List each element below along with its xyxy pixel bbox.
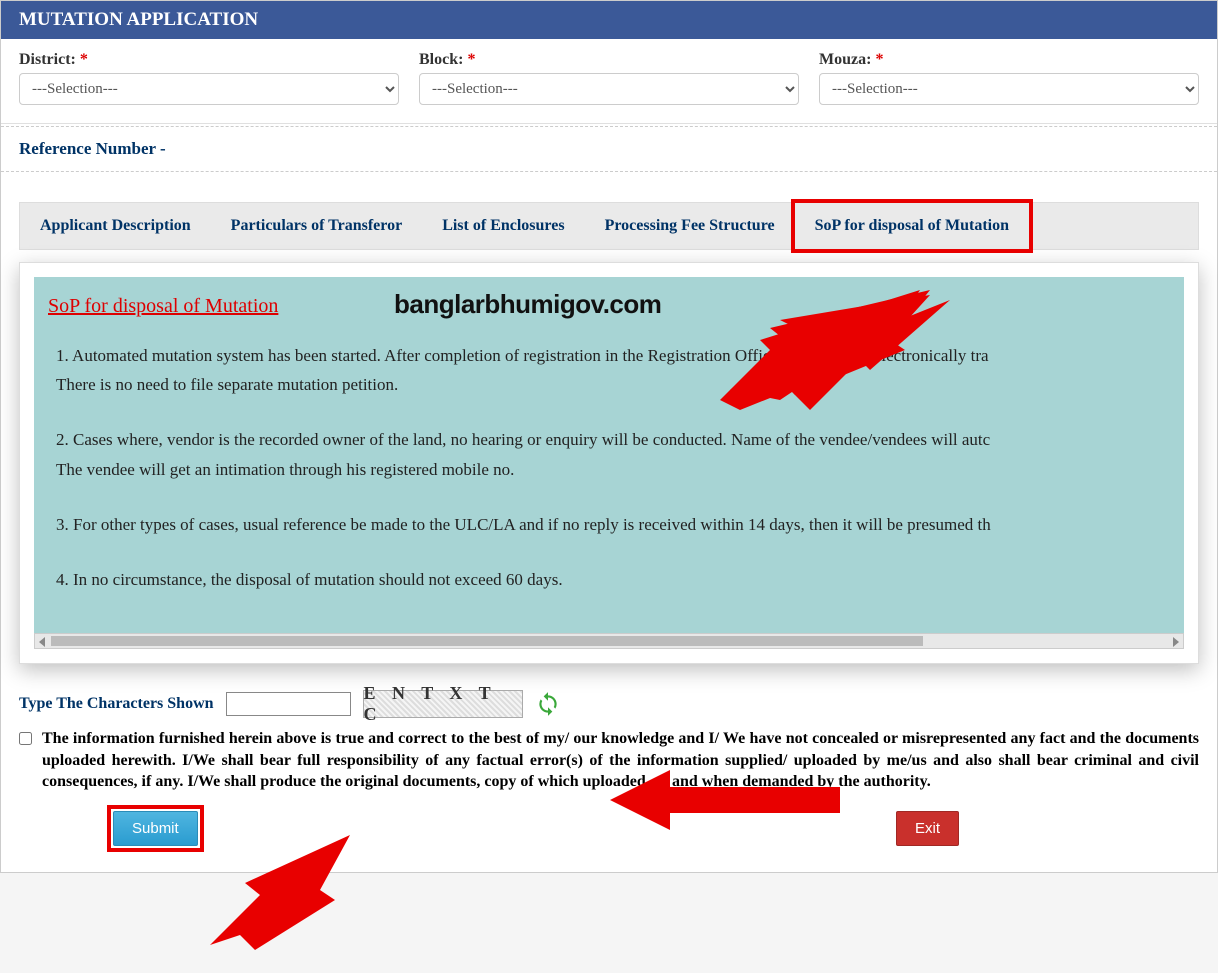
declaration-row: The information furnished herein above i… — [1, 724, 1217, 797]
district-select[interactable]: ---Selection--- — [19, 73, 399, 105]
tab-sop-mutation[interactable]: SoP for disposal of Mutation — [791, 199, 1033, 253]
captcha-row: Type The Characters Shown E N T X T C — [1, 684, 1217, 724]
mouza-label: Mouza: * — [819, 51, 1199, 69]
submit-button[interactable]: Submit — [113, 811, 198, 846]
tab-particulars-transferor[interactable]: Particulars of Transferor — [211, 203, 423, 249]
sop-card: banglarbhumigov.com SoP for disposal of … — [19, 262, 1199, 664]
district-label: District: * — [19, 51, 399, 69]
location-filters: District: * ---Selection--- Block: * ---… — [1, 39, 1217, 124]
sop-content: 1. Automated mutation system has been st… — [48, 342, 1170, 603]
tab-applicant-description[interactable]: Applicant Description — [20, 203, 211, 249]
horizontal-scrollbar[interactable] — [34, 633, 1184, 649]
tab-list-enclosures[interactable]: List of Enclosures — [422, 203, 584, 249]
watermark-text: banglarbhumigov.com — [394, 289, 661, 320]
block-select[interactable]: ---Selection--- — [419, 73, 799, 105]
captcha-image: E N T X T C — [363, 690, 523, 718]
page-title: MUTATION APPLICATION — [1, 1, 1217, 39]
sop-line: The vendee will get an intimation throug… — [56, 456, 1170, 483]
sop-line: There is no need to file separate mutati… — [56, 371, 1170, 398]
refresh-icon[interactable] — [535, 691, 561, 717]
mouza-select[interactable]: ---Selection--- — [819, 73, 1199, 105]
button-row: Submit Exit — [1, 797, 1217, 872]
sop-line: 1. Automated mutation system has been st… — [56, 342, 1170, 369]
captcha-label: Type The Characters Shown — [19, 695, 214, 713]
mutation-application-form: MUTATION APPLICATION District: * ---Sele… — [0, 0, 1218, 873]
scrollbar-thumb[interactable] — [51, 636, 923, 646]
sop-line: 2. Cases where, vendor is the recorded o… — [56, 426, 1170, 453]
sop-line: 3. For other types of cases, usual refer… — [56, 511, 1170, 538]
declaration-text: The information furnished herein above i… — [42, 728, 1199, 793]
block-label: Block: * — [419, 51, 799, 69]
tab-processing-fee[interactable]: Processing Fee Structure — [585, 203, 795, 249]
sop-panel: banglarbhumigov.com SoP for disposal of … — [34, 277, 1184, 633]
sop-title-link[interactable]: SoP for disposal of Mutation — [48, 295, 278, 318]
sop-line: 4. In no circumstance, the disposal of m… — [56, 566, 1170, 593]
declaration-checkbox[interactable] — [19, 732, 32, 745]
submit-highlight: Submit — [107, 805, 204, 852]
exit-button[interactable]: Exit — [896, 811, 959, 846]
tabs-bar: Applicant Description Particulars of Tra… — [19, 202, 1199, 250]
reference-number: Reference Number - — [1, 126, 1217, 172]
captcha-input[interactable] — [226, 692, 351, 716]
